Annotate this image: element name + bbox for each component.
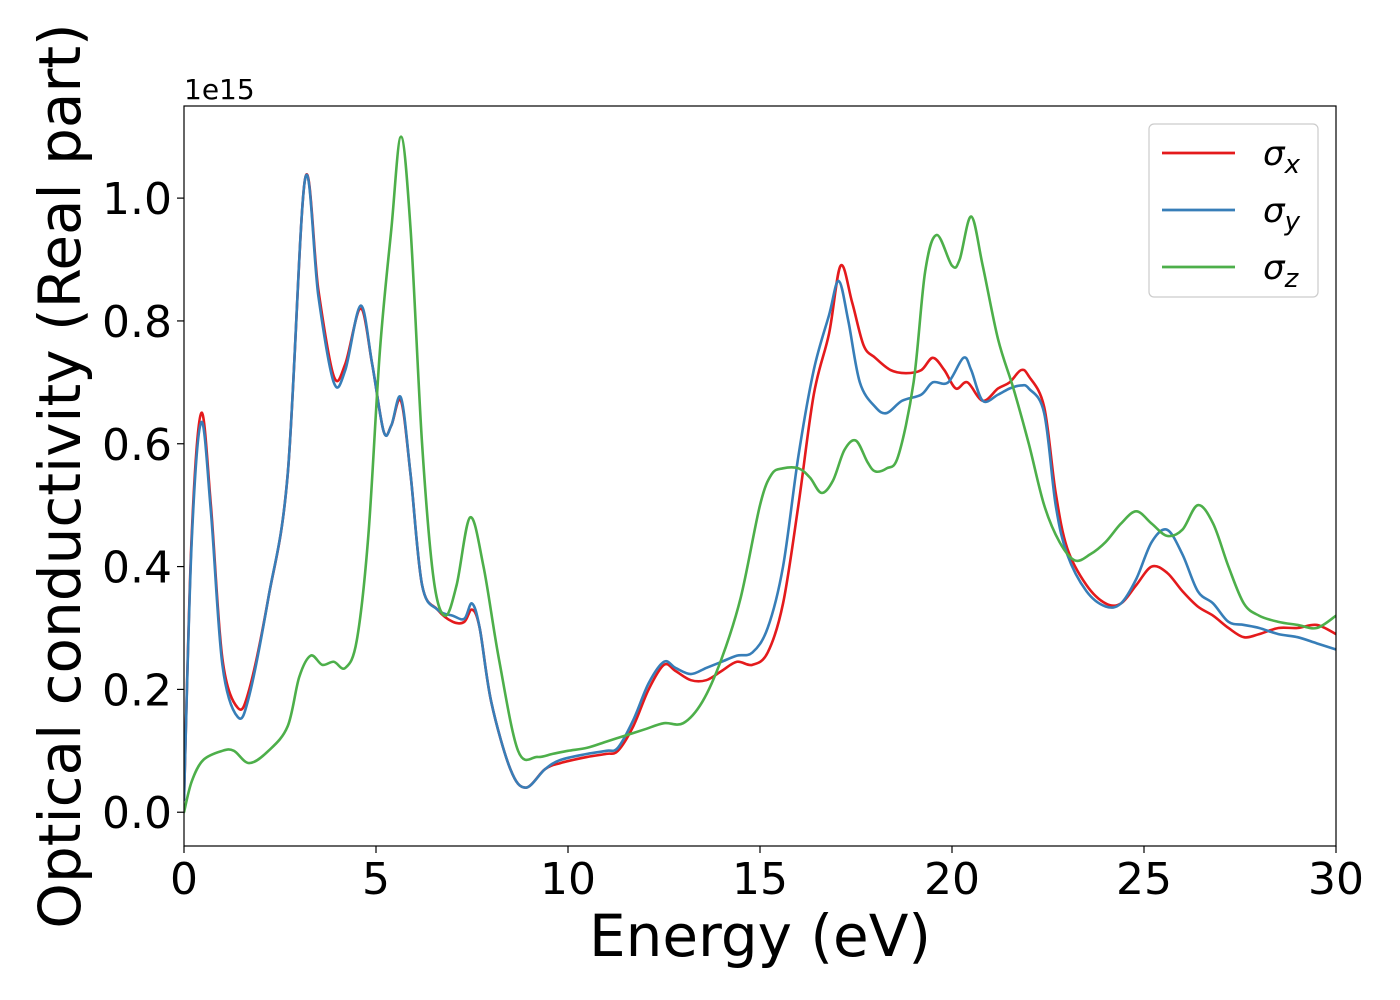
y-axis-label: Optical conductivity (Real part) <box>26 23 94 928</box>
x-axis-label: Energy (eV) <box>589 902 931 970</box>
y-tick-label: 0.0 <box>102 788 172 839</box>
x-tick-label: 5 <box>362 854 390 905</box>
y-tick-label: 0.2 <box>102 665 172 716</box>
y-axis: 0.0 0.2 0.4 0.6 0.8 1.0 <box>102 174 184 839</box>
x-tick-label: 15 <box>732 854 788 905</box>
x-axis: 0 5 10 15 20 25 30 <box>170 846 1364 905</box>
x-tick-label: 0 <box>170 854 198 905</box>
x-tick-label: 20 <box>924 854 980 905</box>
y-tick-label: 0.4 <box>102 543 172 594</box>
x-tick-label: 10 <box>540 854 596 905</box>
y-offset-label: 1e15 <box>184 73 255 106</box>
legend-label-sigma-z: σz <box>1263 248 1300 294</box>
series-line-sigma-y <box>184 173 1336 802</box>
x-tick-label: 25 <box>1116 854 1172 905</box>
series-layer <box>184 135 1336 814</box>
legend-label-sigma-x: σx <box>1263 134 1301 180</box>
legend-label-sigma-y: σy <box>1263 191 1301 237</box>
y-tick-label: 0.6 <box>102 420 172 471</box>
y-tick-label: 1.0 <box>102 174 172 225</box>
y-tick-label: 0.8 <box>102 297 172 348</box>
series-line-sigma-z <box>184 135 1336 814</box>
x-tick-label: 30 <box>1308 854 1364 905</box>
legend: σx σy σz <box>1148 123 1319 298</box>
